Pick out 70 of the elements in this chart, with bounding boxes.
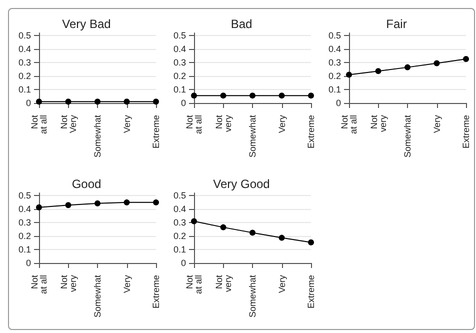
y-tick-label: 0.1 — [328, 84, 341, 95]
y-tick-label: 0.1 — [173, 244, 186, 255]
point — [250, 230, 256, 236]
y-tick-label: 0.5 — [18, 190, 31, 201]
y-tick-label: 0.5 — [173, 30, 186, 41]
y-tick-label: 0.4 — [173, 44, 186, 54]
y-tick-label: 0 — [180, 258, 186, 268]
x-tick-label: Not at all — [30, 114, 48, 134]
y-tick-label: 0.2 — [328, 71, 341, 82]
y-tick-label: 0.3 — [173, 58, 186, 68]
x-tick-label: Not at all — [184, 114, 204, 134]
x-tick-label: Not at all — [340, 114, 358, 134]
chart-title: Good — [72, 177, 102, 191]
point — [191, 218, 197, 224]
y-tick-label: 0 — [336, 98, 341, 108]
x-tick-label: Very — [276, 274, 287, 294]
point — [346, 72, 352, 78]
x-tick-label: Not very — [58, 274, 78, 292]
y-tick-label: 0.4 — [328, 44, 341, 54]
y-tick-label: 0.3 — [18, 218, 31, 228]
y-tick-label: 0.3 — [18, 58, 31, 68]
chart-title: Very Bad — [62, 17, 111, 31]
y-tick-label: 0.5 — [328, 30, 341, 41]
y-tick-label: 0.3 — [173, 218, 186, 228]
chart-title: Bad — [230, 17, 252, 31]
x-tick-label: Not at all — [30, 274, 48, 294]
x-tick-label: Somewhat — [248, 114, 258, 158]
x-tick-label: Extreme — [306, 115, 316, 149]
point — [434, 60, 440, 66]
x-tick-label: Very — [276, 114, 287, 134]
x-tick-label: Not at all — [184, 274, 204, 294]
x-tick-label: Not very — [214, 114, 233, 132]
x-tick-label: Not Very — [58, 114, 78, 134]
y-tick-label: 0.1 — [18, 84, 31, 95]
x-tick-label: Very — [432, 114, 442, 134]
point — [375, 68, 382, 74]
x-tick-label: Very — [122, 114, 132, 134]
y-tick-label: 0.4 — [173, 204, 186, 214]
y-tick-label: 0.1 — [18, 244, 31, 255]
y-tick-label: 0.2 — [18, 71, 31, 82]
point — [404, 64, 410, 70]
point — [220, 224, 226, 230]
x-tick-label: Extreme — [151, 115, 161, 149]
x-tick-label: Not very — [368, 114, 388, 132]
y-tick-label: 0.5 — [18, 30, 31, 41]
y-tick-label: 0 — [26, 98, 31, 108]
y-tick-label: 0.5 — [173, 190, 186, 201]
y-tick-label: 0.4 — [18, 204, 31, 214]
y-tick-label: 0.1 — [173, 84, 186, 95]
point — [278, 234, 285, 241]
y-tick-label: 0.2 — [173, 71, 186, 82]
chart-title: Very Good — [213, 177, 270, 191]
x-tick-label: Extreme — [461, 115, 471, 149]
y-tick-label: 0 — [180, 98, 186, 108]
chart-title: Fair — [386, 17, 407, 31]
point — [308, 239, 314, 246]
x-tick-label: Somewhat — [402, 114, 412, 158]
x-tick-label: Somewhat — [92, 274, 102, 318]
y-tick-label: 0.2 — [173, 231, 186, 242]
y-tick-label: 0 — [26, 258, 31, 268]
y-tick-label: 0.2 — [18, 231, 31, 242]
y-tick-label: 0.4 — [18, 44, 31, 54]
x-tick-label: Very — [122, 274, 132, 294]
x-tick-label: Not very — [214, 274, 233, 292]
x-tick-label: Extreme — [151, 275, 161, 309]
y-tick-label: 0.3 — [328, 58, 341, 68]
x-tick-label: Extreme — [306, 275, 316, 309]
point — [463, 56, 469, 62]
x-tick-label: Somewhat — [248, 274, 258, 318]
x-tick-label: Somewhat — [92, 114, 102, 158]
